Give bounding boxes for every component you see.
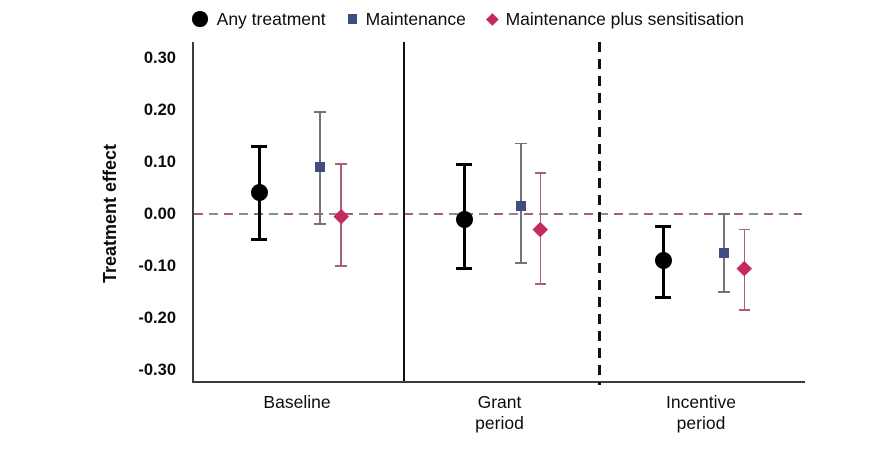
zero-reference-line — [194, 212, 802, 215]
square-marker — [719, 248, 729, 258]
square-marker-icon — [347, 14, 357, 24]
ci-cap — [456, 266, 473, 270]
diamond-marker — [737, 261, 753, 276]
x-category-label: Incentive period — [665, 392, 737, 433]
diamond-marker-icon — [486, 12, 499, 26]
ci-cap — [738, 309, 751, 311]
legend-item-maintenance: Maintenance — [347, 8, 466, 30]
ci-cap — [515, 142, 527, 145]
panel-separator-solid — [402, 42, 405, 381]
plot-area — [192, 42, 805, 385]
y-tick-label: 0.30 — [143, 48, 176, 67]
legend-item-maintenance-plus-sensitisation: Maintenance plus sensitisation — [486, 8, 744, 30]
square-marker — [315, 162, 325, 172]
diamond-marker — [533, 221, 548, 237]
ci-cap — [251, 144, 268, 148]
y-tick-label: 0.20 — [143, 100, 176, 119]
ci-cap — [534, 283, 547, 285]
ci-cap — [718, 291, 730, 293]
y-tick-label: 0.10 — [143, 152, 176, 171]
y-tick-label: -0.10 — [138, 256, 176, 275]
y-tick-label: -0.20 — [138, 308, 176, 327]
square-marker — [516, 201, 526, 211]
ci-cap — [335, 163, 347, 166]
x-category-label: Baseline — [263, 392, 331, 412]
ci-cap — [335, 265, 347, 267]
ci-cap — [314, 111, 326, 114]
ci-cap — [314, 223, 326, 226]
diamond-marker — [333, 208, 349, 224]
circle-marker — [455, 210, 473, 228]
legend-item-any-treatment: Any treatment — [192, 9, 326, 30]
ci-cap — [655, 295, 672, 299]
ci-cap — [456, 162, 473, 166]
legend-label: Maintenance plus sensitisation — [505, 8, 744, 29]
ci-cap — [534, 172, 547, 175]
chart-legend: Any treatment Maintenance Maintenance plus… — [28, 6, 880, 32]
circle-marker — [654, 252, 672, 270]
y-tick-label: 0.00 — [143, 204, 176, 223]
ci-cap — [251, 238, 268, 242]
panel-separator-dashed — [597, 42, 601, 385]
ci-cap — [515, 262, 527, 265]
x-axis-category-labels: Baseline Grant period Incentive period — [192, 392, 805, 442]
x-category-label: Grant period — [475, 392, 524, 433]
ci-cap — [738, 228, 751, 231]
circle-marker-icon — [192, 11, 208, 27]
ci-cap — [718, 212, 730, 215]
circle-marker — [250, 184, 268, 202]
legend-label: Any treatment — [216, 8, 326, 29]
y-tick-label: -0.30 — [138, 360, 176, 379]
ci-cap — [655, 225, 672, 229]
y-axis-tick-labels: 0.30 0.20 0.10 0.00 -0.10 -0.20 -0.30 — [0, 42, 184, 383]
legend-label: Maintenance — [365, 8, 466, 29]
